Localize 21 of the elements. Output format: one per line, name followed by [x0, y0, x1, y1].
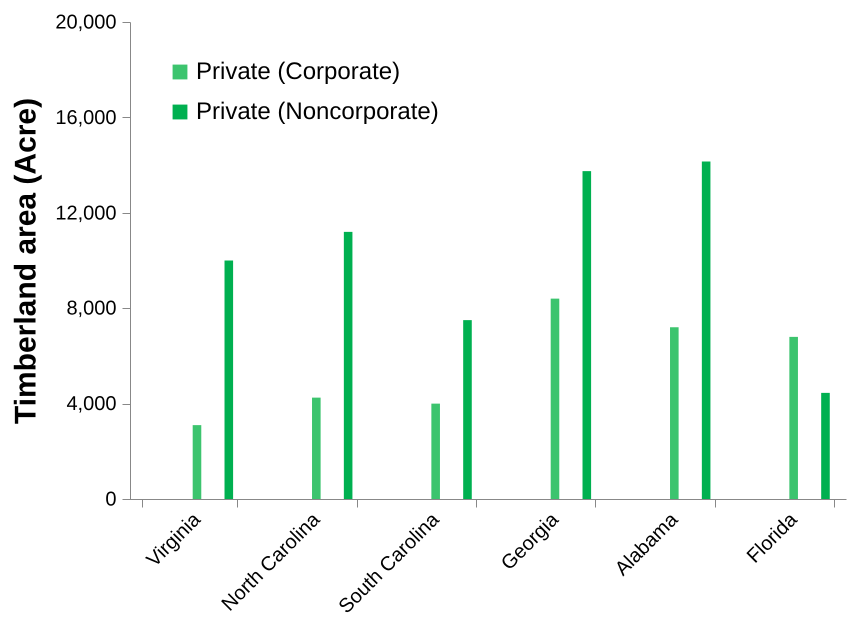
y-tick-label: 0: [105, 488, 116, 510]
legend-label: Private (Noncorporate): [196, 98, 439, 125]
y-tick-label: 12,000: [55, 202, 116, 224]
bar: [344, 232, 352, 499]
bar: [702, 162, 710, 499]
y-axis-title: Timberland area (Acre): [9, 98, 42, 424]
bar: [312, 398, 321, 499]
bar: [789, 336, 798, 499]
bar: [821, 392, 830, 499]
y-tick-label: 4,000: [66, 393, 116, 416]
y-tick-label: 8,000: [66, 298, 116, 320]
bar: [192, 425, 202, 499]
bar: [463, 320, 472, 499]
y-tick-label: 16,000: [55, 106, 116, 129]
y-tick-label: 20,000: [55, 12, 116, 34]
legend-label: Private (Corporate): [196, 58, 400, 85]
bar: [550, 298, 560, 499]
bar: [431, 404, 440, 499]
bar: [582, 171, 592, 499]
bar: [670, 327, 679, 499]
bar: [224, 260, 234, 499]
